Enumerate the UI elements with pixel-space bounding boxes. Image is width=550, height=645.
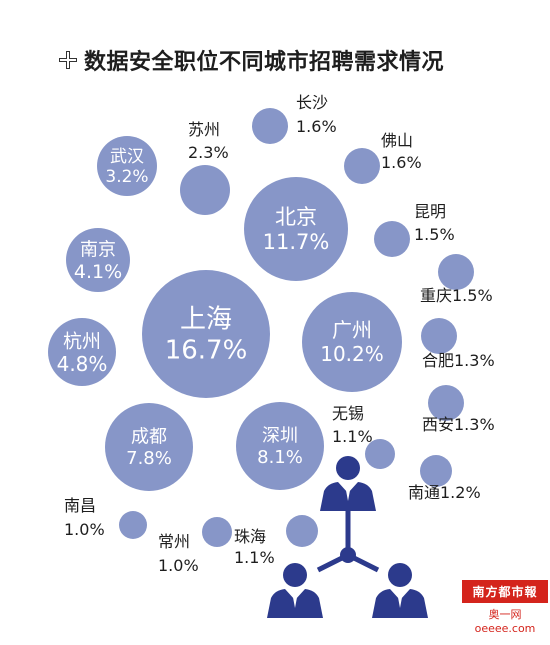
city-value-label: 重庆1.5% (420, 286, 493, 305)
bubble-重庆 (438, 254, 474, 290)
bubble-杭州 (48, 318, 116, 386)
bubble-苏州 (180, 165, 230, 215)
city-label: 珠海 (234, 527, 266, 546)
plus-cross-icon (59, 51, 77, 69)
bubble-value-label: 4.8% (57, 352, 108, 376)
city-value-label: 西安1.3% (422, 415, 495, 434)
bubble-city-label: 上海 (180, 305, 232, 335)
city-label: 苏州 (188, 120, 220, 139)
value-label: 1.5% (414, 225, 455, 244)
bubble-city-label: 杭州 (63, 330, 101, 352)
bubble-value-label: 3.2% (105, 167, 148, 187)
bubble-value-label: 10.2% (320, 342, 384, 366)
city-label: 长沙 (296, 93, 328, 112)
bubble-上海 (142, 270, 270, 398)
bubble-南通 (420, 455, 452, 487)
people-network-icon (267, 456, 428, 618)
network-node-icon (340, 547, 356, 563)
city-label: 昆明 (414, 202, 446, 221)
bubble-city-label: 北京 (275, 205, 317, 229)
bubble-成都 (105, 403, 193, 491)
person-left-icon (267, 563, 323, 618)
bubble-广州 (302, 292, 402, 392)
city-label: 常州 (158, 532, 190, 551)
city-value-label: 合肥1.3% (422, 351, 495, 370)
chart-title: 数据安全职位不同城市招聘需求情况 (58, 44, 444, 76)
chart-title-text: 数据安全职位不同城市招聘需求情况 (84, 50, 445, 75)
value-label: 1.6% (296, 117, 337, 136)
brand-site: 奥一网oeeee.com (474, 608, 536, 635)
value-label: 2.3% (188, 143, 229, 162)
bubble-city-label: 深圳 (262, 426, 298, 447)
city-label: 南昌 (64, 496, 96, 515)
person-top-icon (320, 456, 376, 511)
bubble-昆明 (374, 221, 410, 257)
bubble-西安 (428, 385, 464, 421)
bubble-合肥 (421, 318, 457, 354)
bubble-南昌 (119, 511, 147, 539)
bubble-city-label: 武汉 (110, 147, 144, 167)
bubble-无锡 (365, 439, 395, 469)
value-label: 1.0% (158, 556, 199, 575)
bubble-city-label: 成都 (131, 427, 167, 448)
bubble-value-label: 11.7% (263, 230, 330, 254)
bubble-珠海 (286, 515, 318, 547)
brand-logo: 南方都市報 (462, 580, 548, 603)
value-label: 1.0% (64, 520, 105, 539)
city-label: 佛山 (381, 131, 413, 150)
bubble-北京 (244, 177, 348, 281)
bubble-佛山 (344, 148, 380, 184)
value-label: 1.6% (381, 153, 422, 172)
bubble-value-label: 4.1% (74, 261, 122, 283)
bubble-value-label: 16.7% (165, 336, 248, 366)
bubble-value-label: 7.8% (126, 448, 172, 469)
value-label: 1.1% (332, 427, 373, 446)
city-value-label: 南通1.2% (408, 483, 481, 502)
bubble-layer (48, 108, 474, 547)
newspaper-watermark: 南方都市報 奥一网oeeee.com (462, 580, 548, 635)
person-right-icon (372, 563, 428, 618)
bubble-武汉 (97, 136, 157, 196)
bubble-深圳 (236, 402, 324, 490)
city-label: 无锡 (332, 404, 364, 423)
value-label: 1.1% (234, 548, 275, 567)
bubble-常州 (202, 517, 232, 547)
bubble-长沙 (252, 108, 288, 144)
bubble-city-label: 广州 (332, 318, 372, 342)
bubble-value-label: 8.1% (257, 447, 303, 468)
bubble-南京 (66, 228, 130, 292)
bubble-city-label: 南京 (80, 240, 116, 261)
